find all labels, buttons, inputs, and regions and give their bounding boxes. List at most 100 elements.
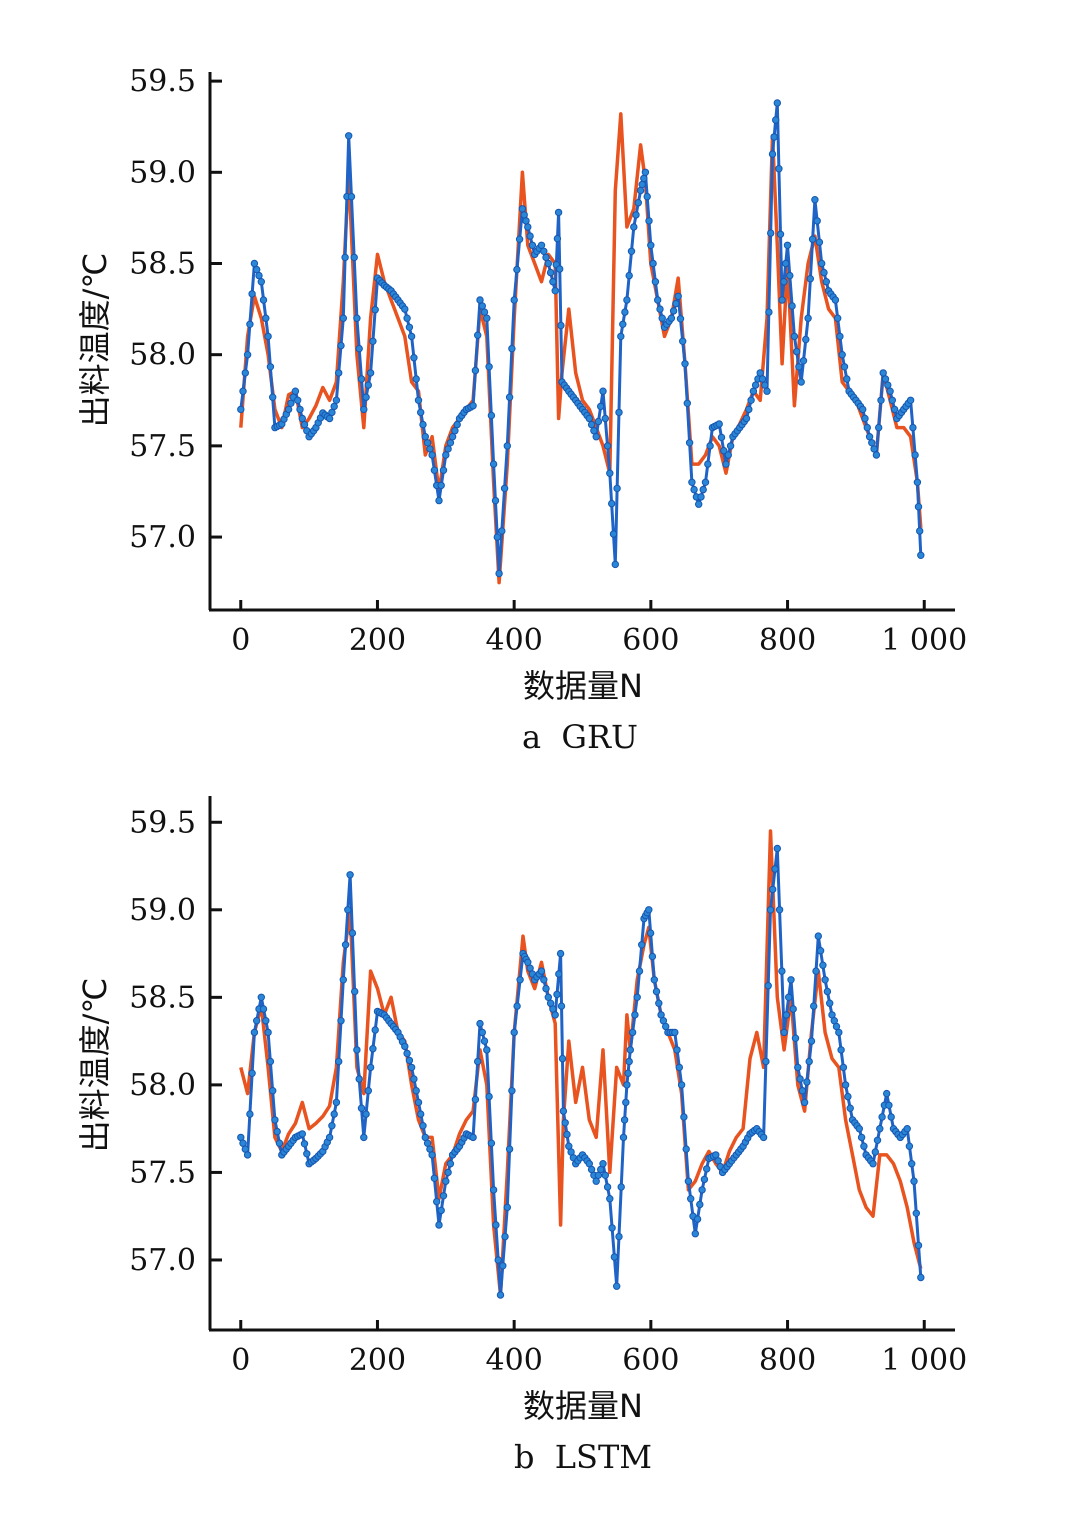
series-point-blue xyxy=(884,381,892,389)
series-point-blue xyxy=(840,363,849,371)
series-point-blue xyxy=(362,393,370,401)
series-point-blue xyxy=(430,466,439,474)
series-point-blue xyxy=(241,369,250,377)
series-point-blue xyxy=(474,1057,482,1066)
series-point-blue xyxy=(720,447,728,455)
series-point-blue xyxy=(764,982,772,990)
series-point-blue xyxy=(496,1291,505,1299)
series-point-blue xyxy=(609,530,618,538)
series-point-blue xyxy=(791,1034,800,1042)
series-point-blue xyxy=(815,238,824,246)
series-point-blue xyxy=(603,442,612,450)
series-point-blue xyxy=(414,396,423,404)
series-point-blue xyxy=(355,344,363,353)
series-point-blue xyxy=(515,235,524,243)
series-point-blue xyxy=(909,423,917,432)
series-point-blue xyxy=(683,399,691,407)
series-point-blue xyxy=(335,369,343,377)
series-point-blue xyxy=(339,314,347,322)
series-point-blue xyxy=(778,296,786,304)
series-point-blue xyxy=(471,366,480,375)
series-point-blue xyxy=(435,496,443,505)
y-tick-label: 57.5 xyxy=(129,429,196,464)
series-point-blue xyxy=(906,396,915,404)
series-point-blue xyxy=(763,387,771,395)
series-point-blue xyxy=(626,1046,634,1054)
series-point-blue xyxy=(423,439,432,447)
x-tick-label: 600 xyxy=(622,623,679,658)
series-point-blue xyxy=(355,1075,363,1083)
series-point-blue xyxy=(325,414,334,423)
series-point-blue xyxy=(726,442,735,450)
series-point-blue xyxy=(246,1110,254,1118)
series-point-blue xyxy=(474,331,482,339)
series-point-blue xyxy=(498,527,506,535)
series-point-blue xyxy=(643,192,651,201)
series-point-blue xyxy=(332,1098,341,1107)
chart-caption: a GRU xyxy=(522,718,638,756)
series-point-blue xyxy=(542,253,550,262)
series-point-blue xyxy=(487,1139,496,1147)
series-point-blue xyxy=(344,906,352,914)
series-point-blue xyxy=(688,478,696,486)
series-point-blue xyxy=(269,393,277,401)
series-point-blue xyxy=(787,976,795,984)
series-point-blue xyxy=(508,344,516,353)
series-point-blue xyxy=(790,332,799,341)
series-point-blue xyxy=(872,451,881,459)
series-point-blue xyxy=(844,1092,852,1101)
series-point-blue xyxy=(480,308,489,316)
series-point-blue xyxy=(403,314,411,322)
series-point-blue xyxy=(610,1253,619,1261)
series-point-blue xyxy=(483,1046,491,1054)
series-point-blue xyxy=(563,1130,571,1139)
series-point-blue xyxy=(762,1057,770,1066)
series-point-blue xyxy=(615,1232,623,1241)
x-axis-ticks-group: 0 200 400 600 800 1 000 xyxy=(231,1320,967,1378)
series-point-blue xyxy=(625,1057,633,1066)
series-point-blue xyxy=(353,1046,361,1054)
series-point-blue xyxy=(836,332,844,341)
series-point-blue xyxy=(364,1087,372,1095)
series-point-blue xyxy=(237,405,245,414)
series-point-blue xyxy=(747,396,755,404)
series-point-blue xyxy=(885,1101,893,1109)
series-point-blue xyxy=(556,265,564,273)
series-point-blue xyxy=(861,414,869,423)
y-axis-ticks-group: 57.0 57.5 58.0 58.5 59.0 59.5 xyxy=(129,805,222,1278)
series-point-blue xyxy=(615,408,623,417)
series-point-blue xyxy=(871,1148,879,1156)
series-point-blue xyxy=(641,168,650,177)
series-point-blue xyxy=(679,337,687,345)
series-point-blue xyxy=(407,332,416,341)
series-point-blue xyxy=(684,1177,693,1185)
chart-gru: 57.0 57.5 58.0 58.5 59.0 59.5 0 200 400 600 800 1 … xyxy=(76,64,967,756)
series-point-blue xyxy=(822,278,830,286)
series-point-blue xyxy=(722,460,730,468)
series-point-blue xyxy=(621,308,629,316)
series-point-blue xyxy=(890,405,899,414)
series-point-blue xyxy=(638,180,646,189)
series-point-blue xyxy=(419,1122,427,1130)
series-point-blue xyxy=(767,229,775,237)
series-point-blue xyxy=(489,1186,498,1194)
series-point-blue xyxy=(453,420,461,429)
series-point-blue xyxy=(405,1056,414,1065)
series-point-blue xyxy=(868,439,876,447)
series-point-blue xyxy=(494,1256,502,1264)
series-point-blue xyxy=(493,533,501,541)
series-point-blue xyxy=(448,433,457,441)
series-point-blue xyxy=(800,1098,809,1107)
series-point-blue xyxy=(645,906,653,914)
series-point-blue xyxy=(500,484,509,493)
series-point-blue xyxy=(676,315,685,323)
series-point-blue xyxy=(632,211,640,219)
series-point-blue xyxy=(878,1113,886,1121)
series-point-blue xyxy=(698,1186,706,1194)
series-point-blue xyxy=(617,332,625,341)
x-tick-label: 800 xyxy=(759,623,816,658)
series-point-blue xyxy=(587,420,596,429)
series-point-blue xyxy=(328,408,336,417)
series-point-blue xyxy=(419,420,427,429)
series-point-blue xyxy=(834,314,842,322)
